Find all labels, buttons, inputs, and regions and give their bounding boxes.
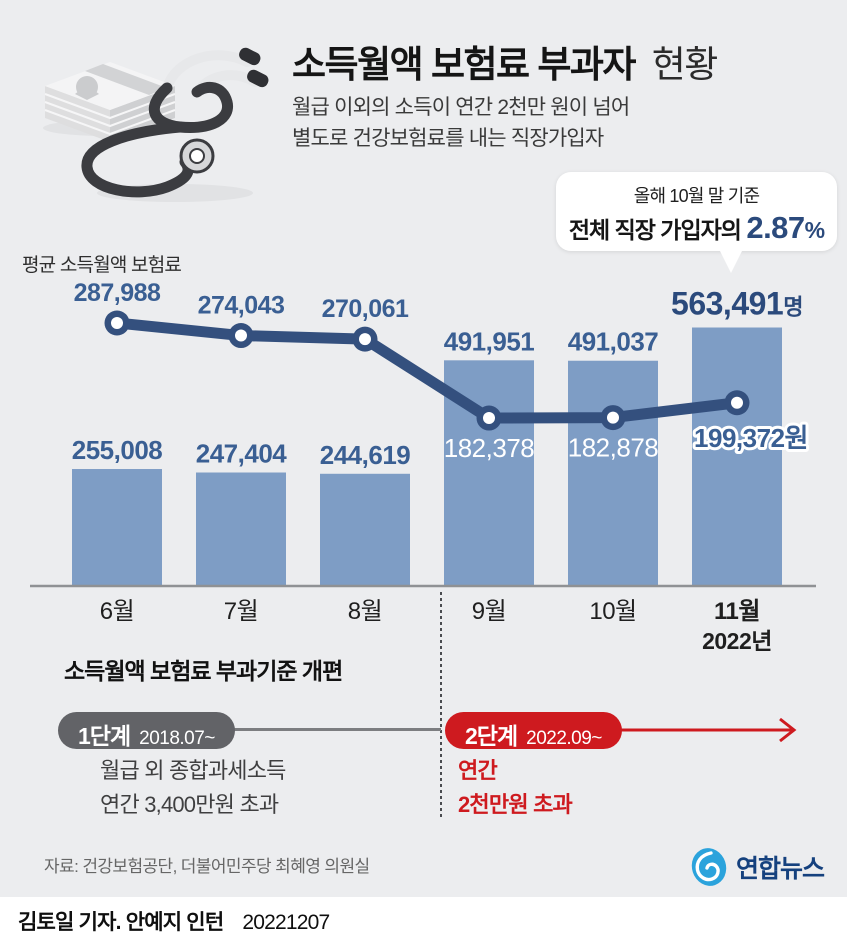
- bar-10월: [568, 360, 658, 586]
- page-title-strong: 소득월액 보험료 부과자: [292, 44, 636, 85]
- bar-6월: [72, 469, 162, 586]
- bar-value-label: 247,404: [196, 439, 288, 469]
- stage2-arrow: [612, 717, 797, 743]
- stage1-pill: 1단계 2018.07~: [58, 712, 235, 749]
- money-stethoscope-illustration: [43, 47, 269, 202]
- page-title: 소득월액 보험료 부과자 현황: [292, 34, 719, 88]
- x-axis-label-7월: 7월: [224, 598, 258, 625]
- callout-percent-unit: %: [804, 217, 825, 243]
- line-marker-core: [731, 396, 743, 409]
- callout-bubble: 올해 10월 말 기준 전체 직장 가입자의 2.87%: [556, 172, 837, 251]
- line-marker-core: [483, 412, 495, 425]
- stage-divider-dotted-line: [440, 592, 442, 818]
- callout-statement: 전체 직장 가입자의 2.87%: [556, 210, 837, 246]
- stage1-badge: 1단계: [78, 723, 131, 749]
- bar-11월: [692, 327, 782, 586]
- line-value-label: 270,061: [322, 295, 409, 323]
- bar-line-chart: 255,008 247,404 244,619 491,951 491,037 563,4…: [30, 279, 816, 654]
- x-axis-label-11월: 11월: [714, 598, 760, 625]
- x-axis-label-8월: 8월: [348, 598, 382, 625]
- byline-date: 20221207: [242, 911, 330, 934]
- line-marker-core: [235, 329, 247, 342]
- footer-strip: 김토일 기자. 안예지 인턴 20221207: [0, 897, 847, 942]
- average-premium-line: [111, 317, 743, 424]
- source-credit: 자료: 건강보험공단, 더불어민주당 최혜영 의원실: [44, 857, 370, 876]
- bar-value-label: 491,951: [444, 326, 535, 356]
- x-axis-label-9월: 9월: [472, 598, 506, 625]
- line-value-label: 274,043: [198, 292, 285, 320]
- yonhap-logo-text: 연합뉴스: [736, 855, 825, 883]
- line-value-label-with-unit: 199,372원: [694, 423, 808, 453]
- page-subtitle: 월급 이외의 소득이 연간 2천만 원이 넘어 별도로 건강보험료를 내는 직장…: [292, 92, 630, 154]
- bar-7월: [196, 472, 286, 586]
- x-axis-label-6월: 6월: [100, 598, 134, 625]
- line-marker-core: [359, 333, 371, 346]
- callout-percent-value: 2.87: [746, 210, 805, 245]
- stage1-description-line: 연간 3,400만원 초과: [100, 792, 279, 817]
- byline-names: 김토일 기자. 안예지 인턴: [18, 911, 224, 934]
- subtitle-line: 월급 이외의 소득이 연간 2천만 원이 넘어: [292, 96, 630, 119]
- line-value-label: 182,878: [568, 433, 659, 463]
- x-axis-year-label: 2022년: [702, 628, 772, 654]
- subtitle-line: 별도로 건강보험료를 내는 직장가입자: [292, 127, 604, 150]
- bar-value-label: 255,008: [72, 435, 163, 465]
- stage1-description: 월급 외 종합과세소득 연간 3,400만원 초과: [100, 754, 286, 822]
- line-series-legend: 평균 소득월액 보험료: [22, 255, 182, 276]
- yonhap-logo-icon: [691, 848, 727, 886]
- x-axis-label-10월: 10월: [589, 598, 636, 625]
- line-value-label: 287,988: [74, 279, 161, 307]
- bar-8월: [320, 473, 410, 586]
- stage2-description: 연간 2천만원 초과: [458, 754, 573, 822]
- callout-label: 전체 직장 가입자의: [568, 217, 742, 243]
- stage2-description-line: 2천만원 초과: [458, 792, 573, 817]
- stage2-pill: 2단계 2022.09~: [445, 712, 622, 749]
- bar-value-label: 491,037: [568, 327, 659, 357]
- stage2-badge: 2단계: [465, 723, 518, 749]
- stethoscope-drawing: [81, 47, 269, 202]
- callout-caption: 올해 10월 말 기준: [633, 186, 760, 206]
- line-marker-core: [111, 317, 123, 329]
- reform-section-heading: 소득월액 보험료 부과기준 개편: [64, 658, 343, 684]
- byline: 김토일 기자. 안예지 인턴 20221207: [18, 906, 330, 936]
- stage2-date: 2022.09~: [526, 728, 602, 749]
- stage1-timeline-line: [222, 728, 441, 731]
- yonhap-news-logo: 연합뉴스: [688, 846, 825, 888]
- line-value-label: 182,378: [444, 433, 535, 463]
- line-marker-core: [607, 411, 619, 424]
- bar-value-label-emphasized: 563,491명: [671, 286, 803, 322]
- stage1-description-line: 월급 외 종합과세소득: [100, 758, 286, 783]
- callout-bubble-tail: [719, 249, 743, 273]
- stage1-date: 2018.07~: [139, 728, 215, 749]
- page-title-light: 현황: [651, 44, 719, 85]
- bar-value-label: 244,619: [320, 440, 411, 470]
- stage2-description-line: 연간: [458, 758, 498, 783]
